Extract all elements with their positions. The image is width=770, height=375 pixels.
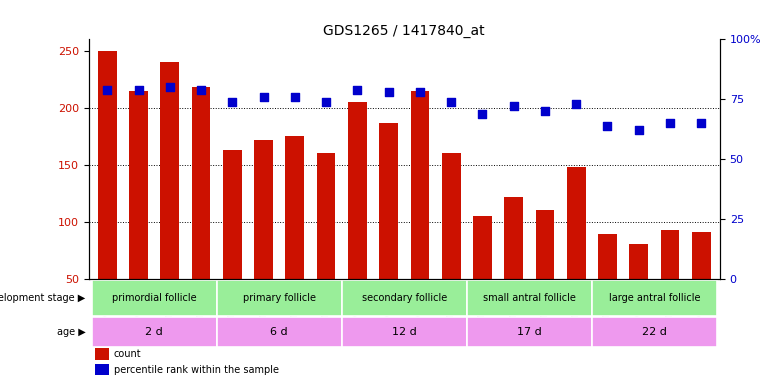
Text: small antral follicle: small antral follicle [483,293,576,303]
Point [164,84,176,90]
Text: primordial follicle: primordial follicle [112,293,196,303]
Point [351,87,363,93]
Text: secondary follicle: secondary follicle [362,293,447,303]
Text: 22 d: 22 d [642,327,667,337]
Bar [95,364,109,375]
Bar [467,317,592,346]
Text: large antral follicle: large antral follicle [608,293,700,303]
Point [289,94,301,100]
Bar [592,317,717,346]
Text: 17 d: 17 d [517,327,541,337]
Bar [504,197,523,279]
Point [601,123,614,129]
Bar [254,140,273,279]
Text: age ▶: age ▶ [57,327,85,337]
Bar [629,243,648,279]
Bar [348,102,367,279]
Bar [661,230,679,279]
Bar [380,123,398,279]
Bar [316,153,336,279]
Point [101,87,113,93]
Bar [467,280,592,316]
Text: count: count [114,350,142,360]
Bar [216,317,342,346]
Bar [95,348,109,360]
Text: 12 d: 12 d [392,327,417,337]
Bar [567,167,585,279]
Bar [92,280,216,316]
Bar [286,136,304,279]
Bar [442,153,460,279]
Bar [129,91,148,279]
Point [226,99,239,105]
Point [320,99,333,105]
Point [413,89,426,95]
Bar [598,234,617,279]
Text: percentile rank within the sample: percentile rank within the sample [114,365,279,375]
Bar [342,317,467,346]
Bar [160,62,179,279]
Point [695,120,708,126]
Bar [410,91,429,279]
Bar [473,216,492,279]
Text: 6 d: 6 d [270,327,288,337]
Text: 2 d: 2 d [146,327,163,337]
Point [570,101,582,107]
Point [632,128,644,134]
Text: development stage ▶: development stage ▶ [0,293,85,303]
Bar [98,51,117,279]
Text: primary follicle: primary follicle [243,293,316,303]
Point [539,108,551,114]
Bar [192,87,210,279]
Point [383,89,395,95]
Title: GDS1265 / 1417840_at: GDS1265 / 1417840_at [323,24,485,38]
Bar [535,210,554,279]
Bar [216,280,342,316]
Bar [92,317,216,346]
Point [132,87,145,93]
Bar [592,280,717,316]
Bar [691,232,711,279]
Bar [223,150,242,279]
Point [257,94,270,100]
Bar [342,280,467,316]
Point [664,120,676,126]
Point [507,104,520,110]
Point [476,111,488,117]
Point [445,99,457,105]
Point [195,87,207,93]
